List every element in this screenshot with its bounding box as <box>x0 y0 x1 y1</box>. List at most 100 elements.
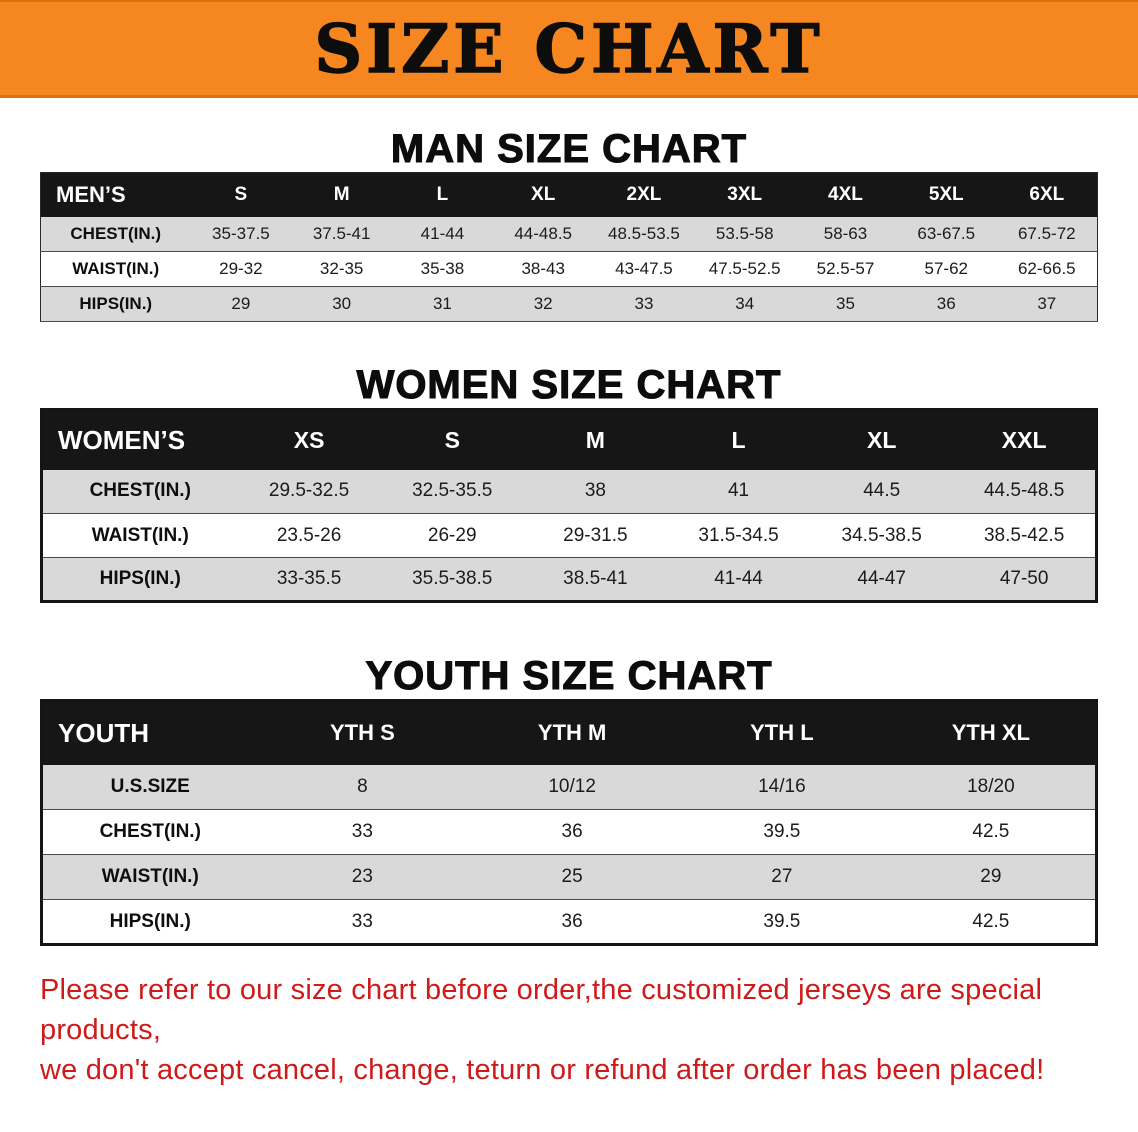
table-corner-label: WOMEN’S <box>41 409 238 470</box>
size-column-header: 2XL <box>593 172 695 217</box>
women-size-table: WOMEN’S XS S M L XL XXL CHEST(IN.) 29.5-32.5 32.5… <box>40 408 1098 603</box>
size-value-cell: 29 <box>886 854 1097 900</box>
size-value-cell: 35.5-38.5 <box>380 557 524 602</box>
size-column-header: YTH S <box>257 700 468 765</box>
size-value-cell: 57-62 <box>895 251 997 287</box>
measurement-row: WAIST(IN.) 23.5-26 26-29 29-31.5 31.5-34.5 34… <box>41 513 1097 558</box>
size-value-cell: 47-50 <box>953 557 1097 602</box>
size-column-header: 4XL <box>795 172 896 217</box>
size-value-cell: 38-43 <box>492 251 594 287</box>
size-value-cell: 42.5 <box>886 809 1097 855</box>
size-value-cell: 14/16 <box>677 764 887 810</box>
size-column-header: XL <box>492 172 594 217</box>
size-value-cell: 29 <box>190 286 292 322</box>
table-corner-label: MEN’S <box>40 172 191 217</box>
row-label: WAIST(IN.) <box>40 251 191 287</box>
size-value-cell: 52.5-57 <box>795 251 896 287</box>
size-value-cell: 33-35.5 <box>237 557 381 602</box>
measurement-row: U.S.SIZE 8 10/12 14/16 18/20 <box>41 764 1097 810</box>
size-column-header: YTH M <box>467 700 677 765</box>
row-label: CHEST(IN.) <box>40 216 191 252</box>
size-value-cell: 27 <box>677 854 887 900</box>
table-header-row: WOMEN’S XS S M L XL XXL <box>41 409 1097 470</box>
youth-size-chart-heading: YOUTH SIZE CHART <box>365 653 773 698</box>
row-label: HIPS(IN.) <box>40 286 191 322</box>
size-column-header: YTH XL <box>886 700 1097 765</box>
size-value-cell: 37 <box>996 286 1098 322</box>
row-label: CHEST(IN.) <box>41 809 258 855</box>
size-column-header: S <box>380 409 524 470</box>
size-value-cell: 44.5 <box>810 469 954 514</box>
size-value-cell: 47.5-52.5 <box>694 251 796 287</box>
size-value-cell: 63-67.5 <box>895 216 997 252</box>
size-value-cell: 26-29 <box>380 513 524 558</box>
measurement-row: CHEST(IN.) 35-37.5 37.5-41 41-44 44-48.5 48.5… <box>40 216 1098 252</box>
row-label: HIPS(IN.) <box>41 557 238 602</box>
size-value-cell: 8 <box>257 764 468 810</box>
size-value-cell: 32 <box>492 286 594 322</box>
size-value-cell: 44-47 <box>810 557 954 602</box>
size-value-cell: 32.5-35.5 <box>380 469 524 514</box>
measurement-row: CHEST(IN.) 33 36 39.5 42.5 <box>41 809 1097 855</box>
size-value-cell: 39.5 <box>677 899 887 945</box>
size-value-cell: 35-37.5 <box>190 216 292 252</box>
size-column-header: M <box>523 409 667 470</box>
size-chart-banner: SIZE CHART <box>0 0 1138 98</box>
size-value-cell: 23.5-26 <box>237 513 381 558</box>
size-value-cell: 58-63 <box>795 216 896 252</box>
measurement-row: WAIST(IN.) 23 25 27 29 <box>41 854 1097 900</box>
size-value-cell: 29.5-32.5 <box>237 469 381 514</box>
row-label: WAIST(IN.) <box>41 854 258 900</box>
women-size-chart-heading: WOMEN SIZE CHART <box>356 362 782 407</box>
size-column-header: XS <box>237 409 381 470</box>
size-value-cell: 67.5-72 <box>996 216 1098 252</box>
size-value-cell: 35-38 <box>392 251 493 287</box>
size-value-cell: 25 <box>467 854 677 900</box>
table-header-row: YOUTH YTH S YTH M YTH L YTH XL <box>41 700 1097 765</box>
measurement-row: HIPS(IN.) 33 36 39.5 42.5 <box>41 899 1097 945</box>
size-value-cell: 10/12 <box>467 764 677 810</box>
banner-title: SIZE CHART <box>314 9 824 89</box>
row-label: CHEST(IN.) <box>41 469 238 514</box>
size-value-cell: 31.5-34.5 <box>666 513 811 558</box>
size-column-header: S <box>190 172 292 217</box>
size-column-header: YTH L <box>677 700 887 765</box>
size-column-header: 6XL <box>996 172 1098 217</box>
measurement-row: CHEST(IN.) 29.5-32.5 32.5-35.5 38 41 44.5 44.5… <box>41 469 1097 514</box>
row-label: HIPS(IN.) <box>41 899 258 945</box>
table-header-row: MEN’S S M L XL 2XL 3XL 4XL 5XL 6XL <box>40 172 1098 217</box>
size-column-header: XL <box>810 409 954 470</box>
size-value-cell: 23 <box>257 854 468 900</box>
row-label: U.S.SIZE <box>41 764 258 810</box>
size-value-cell: 37.5-41 <box>291 216 393 252</box>
men-size-table: MEN’S S M L XL 2XL 3XL 4XL 5XL 6XL CHEST(IN.) 35-37… <box>40 172 1098 322</box>
size-value-cell: 33 <box>593 286 695 322</box>
size-column-header: M <box>291 172 393 217</box>
size-value-cell: 38 <box>523 469 667 514</box>
size-value-cell: 38.5-42.5 <box>953 513 1097 558</box>
size-value-cell: 48.5-53.5 <box>593 216 695 252</box>
size-value-cell: 42.5 <box>886 899 1097 945</box>
size-value-cell: 39.5 <box>677 809 887 855</box>
disclaimer-line-2: we don't accept cancel, change, teturn o… <box>40 1054 1045 1086</box>
size-value-cell: 38.5-41 <box>523 557 667 602</box>
youth-size-table: YOUTH YTH S YTH M YTH L YTH XL U.S.SIZE 8 10/12… <box>40 699 1098 946</box>
size-value-cell: 36 <box>467 899 677 945</box>
measurement-row: WAIST(IN.) 29-32 32-35 35-38 38-43 43-47.5 47.… <box>40 251 1098 287</box>
row-label: WAIST(IN.) <box>41 513 238 558</box>
size-value-cell: 44.5-48.5 <box>953 469 1097 514</box>
disclaimer-line-1: Please refer to our size chart before or… <box>40 974 1043 1046</box>
size-column-header: XXL <box>953 409 1097 470</box>
size-value-cell: 62-66.5 <box>996 251 1098 287</box>
size-column-header: 3XL <box>694 172 796 217</box>
measurement-row: HIPS(IN.) 33-35.5 35.5-38.5 38.5-41 41-44 44-… <box>41 557 1097 602</box>
size-value-cell: 31 <box>392 286 493 322</box>
man-size-chart-heading: MAN SIZE CHART <box>390 126 748 171</box>
size-value-cell: 34 <box>694 286 796 322</box>
size-value-cell: 43-47.5 <box>593 251 695 287</box>
size-column-header: 5XL <box>895 172 997 217</box>
size-value-cell: 18/20 <box>886 764 1097 810</box>
size-value-cell: 41-44 <box>392 216 493 252</box>
measurement-row: HIPS(IN.) 29 30 31 32 33 34 35 36 37 <box>40 286 1098 322</box>
size-value-cell: 33 <box>257 809 468 855</box>
